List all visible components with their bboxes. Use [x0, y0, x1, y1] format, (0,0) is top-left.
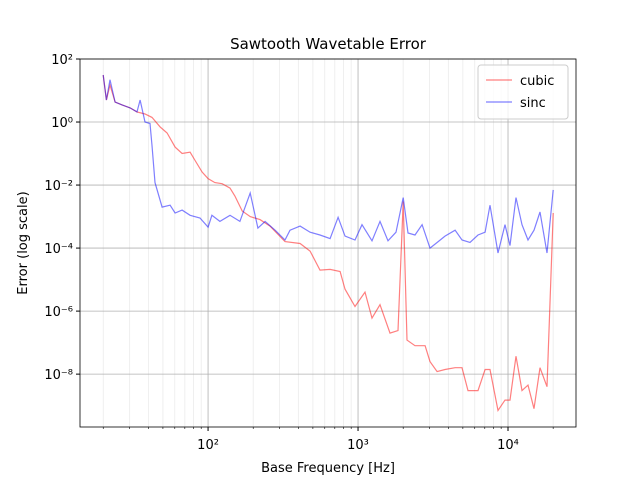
series-line [102, 74, 554, 413]
y-tick-label: 10⁻² [44, 179, 73, 194]
x-tick-label: 10³ [347, 438, 369, 453]
legend-box [477, 64, 569, 120]
x-tick-label: 10² [197, 438, 219, 453]
legend-label: sinc [520, 96, 546, 111]
x-tick-label: 10⁴ [497, 438, 519, 453]
y-axis-label: Error (log scale) [16, 191, 31, 294]
chart-title: Sawtooth Wavetable Error [230, 35, 427, 53]
x-axis-label: Base Frequency [Hz] [261, 461, 395, 476]
plot-frame [79, 58, 577, 428]
y-tick-label: 10⁰ [51, 116, 73, 131]
y-tick-label: 10⁻⁴ [44, 242, 73, 257]
y-tick-label: 10² [51, 53, 73, 68]
y-tick-label: 10⁻⁸ [44, 368, 73, 383]
legend-label: cubic [520, 74, 554, 89]
series-line [102, 74, 554, 254]
y-tick-label: 10⁻⁶ [44, 305, 73, 320]
